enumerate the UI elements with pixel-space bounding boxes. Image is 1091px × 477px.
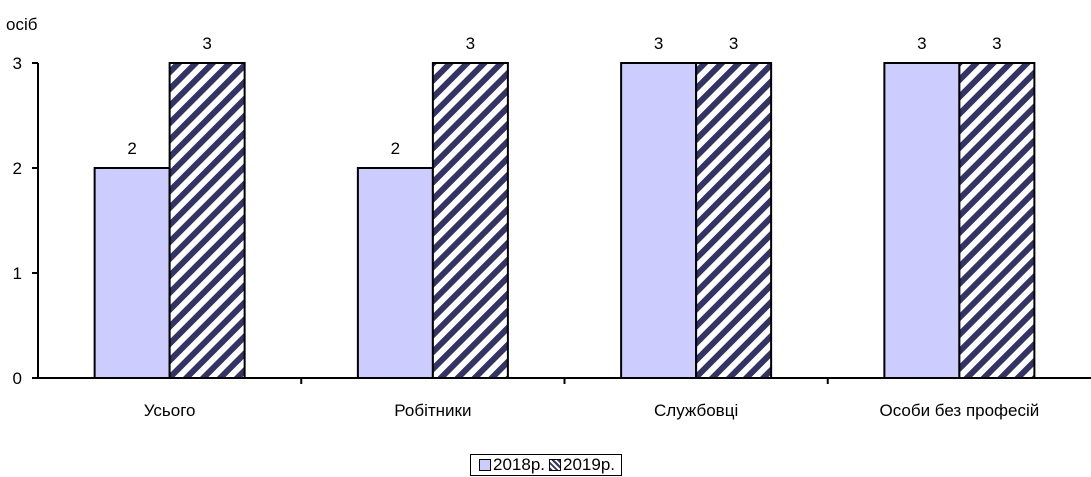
data-label-series-0-0: 2 [127,139,136,158]
legend: 2018р. 2019р. [470,454,622,476]
legend-label-2019: 2019р. [563,455,615,474]
bar-series-1-2 [695,62,773,379]
data-label-series-1-2: 3 [729,34,738,53]
x-tick-label-0: Усього [144,401,196,420]
y-tick-label-3: 3 [13,54,22,73]
plot-area: 2 2 3 3 3 3 3 3 0 1 2 3 Усього Робітники Службовці Особ… [13,34,1091,420]
legend-swatch-2019 [549,459,561,471]
data-label-series-0-3: 3 [917,34,926,53]
y-tick-label-1: 1 [13,264,22,283]
bar-chart: осіб 2 2 3 3 3 3 3 3 0 1 2 3 Усього Робітники Службовц… [6,15,1091,420]
legend-item-2019: 2019р. [549,455,615,475]
data-label-series-0-2: 3 [654,34,663,53]
bar-series-1-3 [958,62,1036,379]
bar-series-0-2 [620,62,698,379]
bar-series-0-3 [883,62,961,379]
x-tick-label-1: Робітники [394,401,471,420]
y-tick-label-2: 2 [13,159,22,178]
data-label-series-1-3: 3 [992,34,1001,53]
bar-series-1-0 [168,62,246,379]
x-tick-label-3: Особи без професій [879,401,1039,420]
bar-series-0-0 [93,167,171,379]
data-label-series-0-1: 2 [391,139,400,158]
bar-series-1-1 [431,62,509,379]
bar-series-0-1 [356,167,434,379]
legend-swatch-2018 [479,459,491,471]
data-label-series-1-0: 3 [202,34,211,53]
y-axis-title: осіб [6,15,38,34]
data-label-series-1-1: 3 [466,34,475,53]
x-tick-label-2: Службовці [654,401,738,420]
legend-label-2018: 2018р. [493,455,545,474]
y-tick-label-0: 0 [13,369,22,388]
legend-item-2018: 2018р. [479,455,545,475]
